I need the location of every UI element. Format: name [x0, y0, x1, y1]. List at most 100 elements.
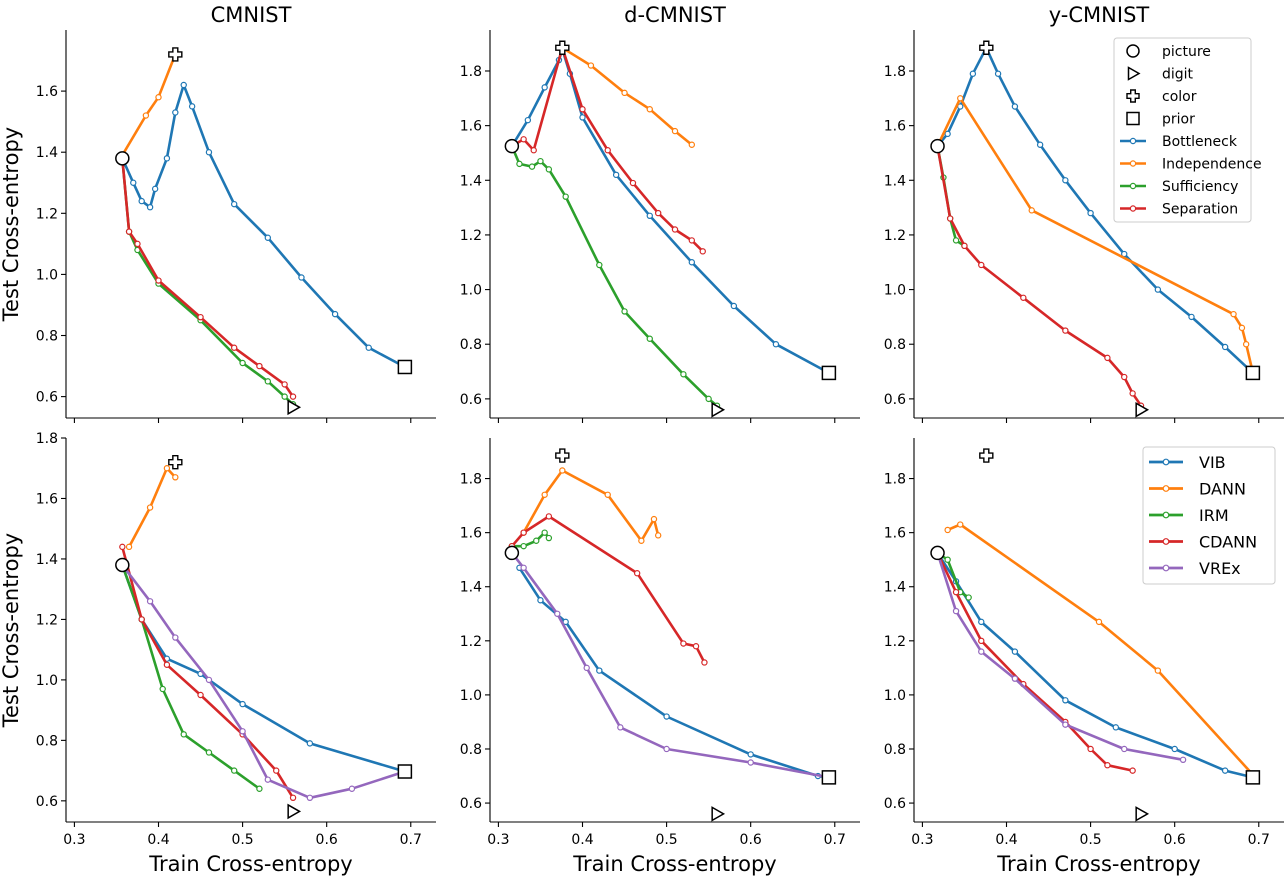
picture-marker — [930, 545, 945, 561]
data-point-sufficiency — [239, 359, 246, 367]
data-point-bottleneck — [138, 197, 145, 205]
y-tick-label: 1.2 — [884, 634, 906, 650]
data-point-vrex — [1062, 721, 1069, 728]
data-point-vib — [537, 597, 544, 604]
data-point-cdann — [1087, 745, 1094, 753]
data-point-bottleneck — [524, 116, 532, 124]
series-line-bottleneck — [510, 47, 830, 375]
y-tick-label: 1.4 — [460, 580, 482, 596]
x-tick-label: 0.3 — [487, 832, 509, 848]
data-point-vrex — [952, 607, 960, 615]
series-line-vrex — [510, 552, 830, 779]
data-point-sufficiency — [596, 261, 603, 269]
data-point-bottleneck — [541, 84, 548, 91]
data-point-separation — [1129, 390, 1136, 397]
data-point-separation — [520, 136, 527, 143]
data-point-cdann — [952, 588, 960, 596]
data-point-cdann — [1104, 762, 1111, 769]
data-point-bottleneck — [969, 70, 977, 77]
data-point-sufficiency — [537, 157, 544, 165]
x-tick-label: 0.6 — [740, 832, 762, 848]
data-point-bottleneck — [994, 70, 1002, 77]
data-point-bottleneck — [180, 81, 187, 89]
data-point-sufficiency — [705, 395, 712, 403]
x-tick-label: 0.7 — [1248, 832, 1270, 848]
color-marker — [555, 40, 570, 55]
y-tick-label: 1.0 — [36, 673, 58, 689]
data-point-separation — [699, 248, 706, 255]
y-tick-label: 1.0 — [460, 283, 482, 299]
data-point-vrex — [978, 648, 985, 655]
data-point-irm — [545, 534, 553, 542]
y-tick-label: 1.4 — [36, 145, 58, 161]
x-tick-label: 0.3 — [911, 832, 933, 848]
data-point-vrex — [1121, 745, 1128, 753]
data-point-cdann — [633, 570, 641, 577]
legend-box — [1113, 37, 1252, 223]
data-point-bottleneck — [151, 185, 159, 193]
legend-point — [1129, 205, 1137, 212]
series-line-independence — [121, 53, 177, 156]
data-point-vrex — [617, 724, 624, 731]
y-tick-label: 1.0 — [884, 283, 906, 299]
data-point-vib — [1171, 745, 1178, 753]
data-point-independence — [671, 127, 679, 135]
data-point-dann — [638, 537, 645, 544]
data-point-separation — [671, 226, 679, 233]
digit-marker — [287, 803, 302, 820]
data-point-independence — [142, 112, 150, 119]
data-point-vrex — [1179, 756, 1187, 764]
x-tick-label: 0.5 — [1079, 832, 1101, 848]
data-point-dann — [541, 491, 548, 498]
y-tick-label: 0.8 — [460, 742, 482, 758]
data-point-sufficiency — [621, 308, 628, 315]
data-point-separation — [688, 237, 696, 244]
series-line-sufficiency — [510, 145, 718, 407]
data-point-vib — [596, 667, 603, 674]
data-point-sufficiency — [281, 393, 288, 400]
color-marker — [979, 40, 994, 55]
digit-marker — [1135, 806, 1150, 822]
data-point-independence — [1242, 341, 1250, 348]
data-point-cdann — [680, 640, 687, 647]
data-point-vrex — [1011, 675, 1019, 682]
y-tick-label: 0.6 — [460, 796, 482, 812]
data-point-separation — [1062, 327, 1069, 334]
y-axis-label: Test Cross-entropy — [0, 533, 23, 728]
data-point-separation — [281, 381, 288, 388]
data-point-sufficiency — [545, 166, 553, 173]
data-point-cdann — [119, 543, 126, 551]
picture-marker — [115, 151, 130, 166]
data-point-vrex — [264, 776, 272, 783]
picture-marker — [930, 138, 945, 154]
data-point-separation — [197, 313, 204, 321]
panel-title: y-CMNIST — [1049, 3, 1150, 27]
series-line-separation — [121, 158, 295, 398]
data-point-independence — [688, 141, 696, 148]
x-tick-label: 0.6 — [316, 832, 338, 848]
data-point-cdann — [692, 643, 700, 650]
y-tick-label: 0.6 — [36, 794, 58, 810]
series-line-bottleneck — [121, 83, 406, 369]
x-tick-label: 0.6 — [1164, 832, 1186, 848]
legend-point — [1129, 160, 1137, 167]
y-tick-label: 1.4 — [884, 580, 906, 596]
x-tick-label: 0.5 — [231, 832, 253, 848]
data-point-independence — [621, 89, 628, 97]
digit-marker — [1135, 402, 1150, 418]
color-marker — [979, 448, 994, 463]
legend-label: VREx — [1199, 559, 1241, 578]
series-line-vib — [518, 567, 830, 779]
data-point-bottleneck — [944, 130, 951, 138]
data-point-bottleneck — [1011, 103, 1019, 110]
data-point-vrex — [583, 664, 590, 672]
data-point-separation — [125, 228, 133, 235]
data-point-dann — [559, 467, 566, 474]
data-point-cdann — [520, 529, 527, 536]
y-tick-label: 1.8 — [884, 64, 906, 80]
y-tick-label: 1.6 — [460, 526, 482, 542]
legend-point — [1129, 182, 1137, 190]
data-point-dann — [125, 543, 133, 551]
data-point-bottleneck — [1036, 141, 1044, 148]
data-point-cdann — [978, 637, 985, 645]
